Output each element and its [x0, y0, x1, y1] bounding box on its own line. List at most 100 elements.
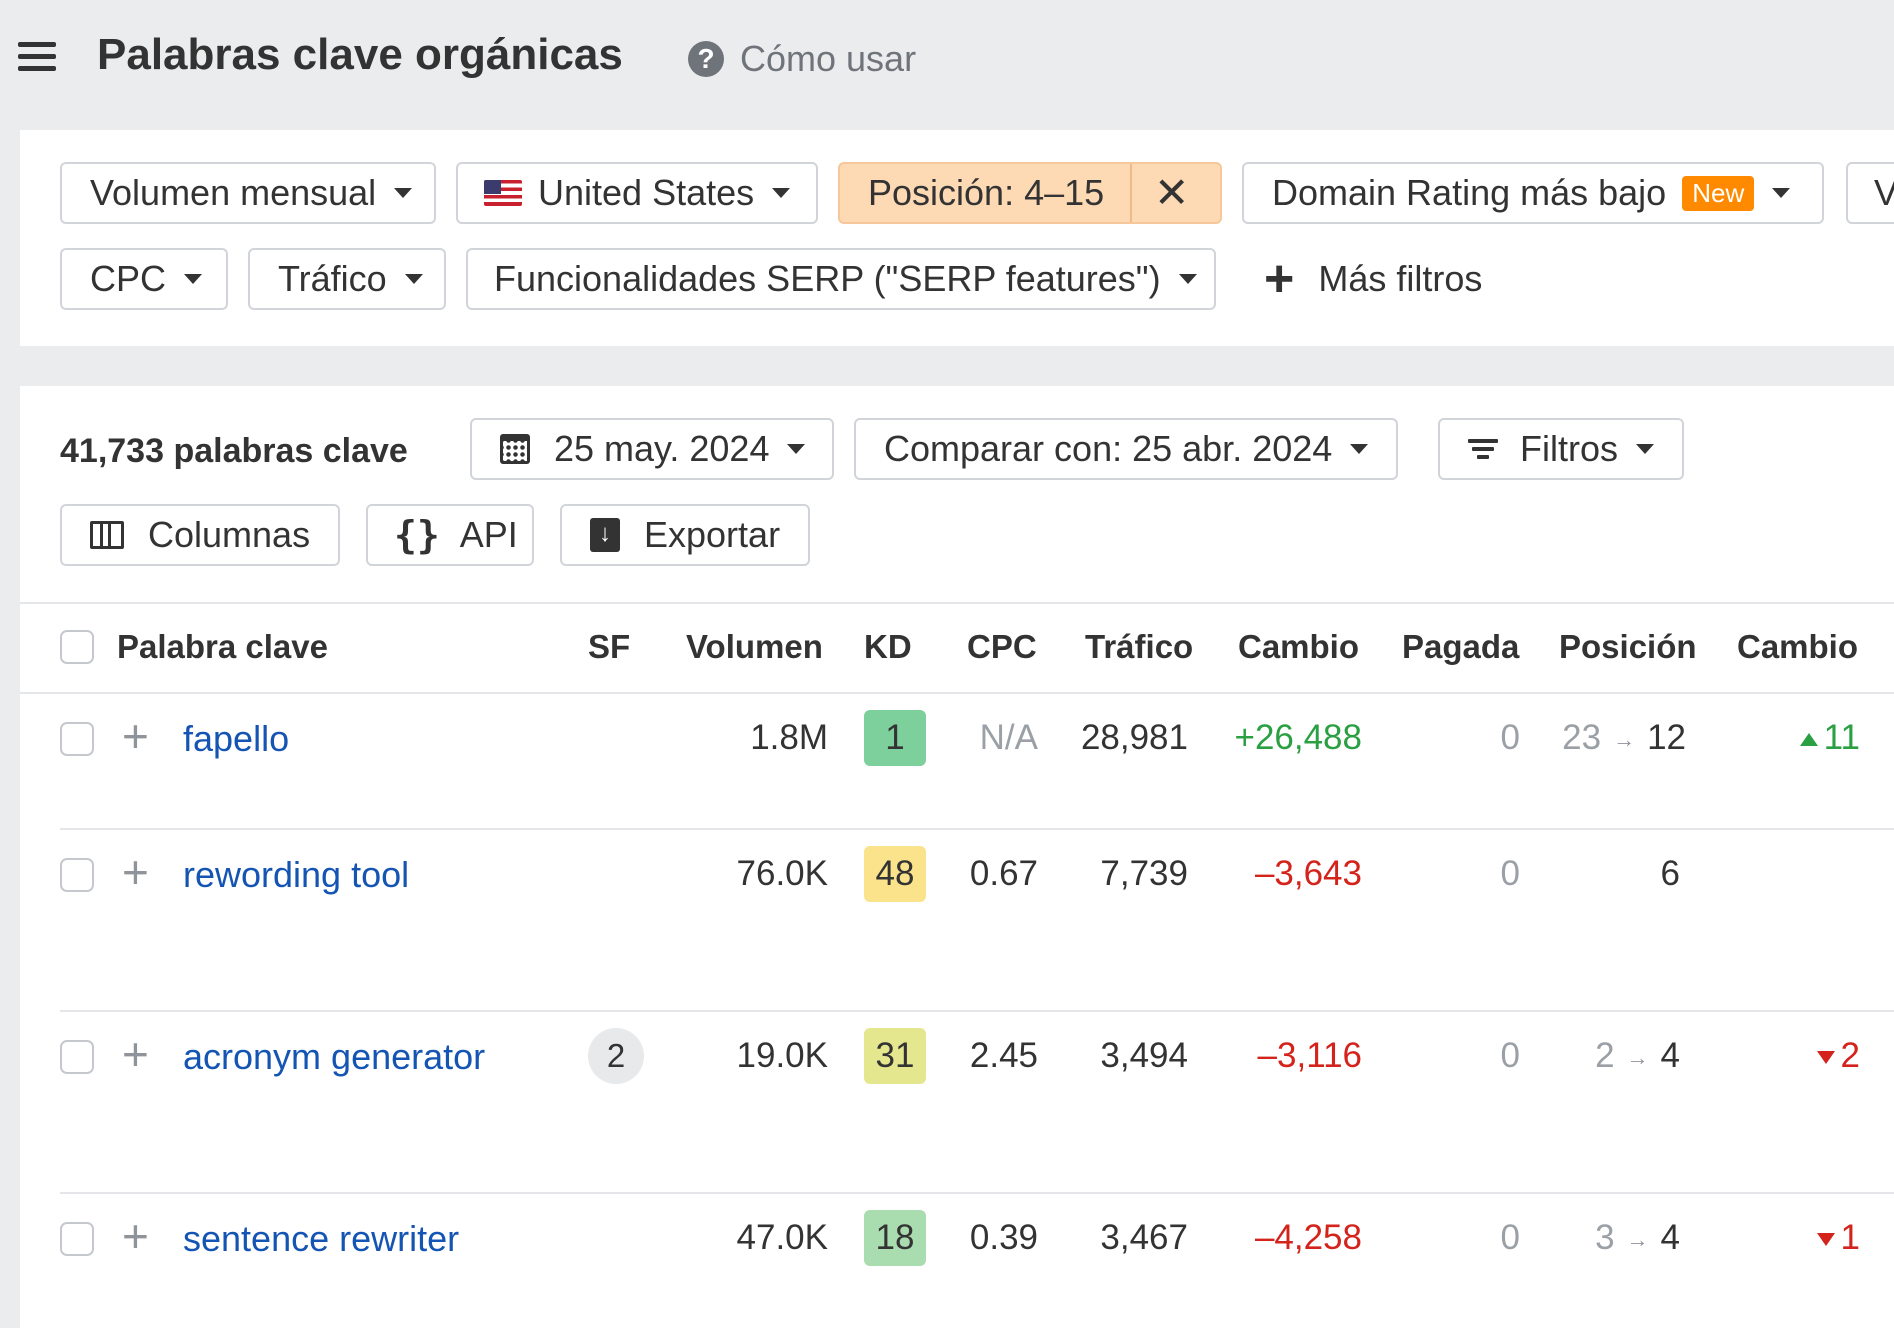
truncated-filter-dropdown[interactable]: Ve	[1846, 162, 1894, 224]
divider	[20, 602, 1894, 604]
chevron-down-icon	[184, 274, 203, 284]
add-to-list-icon[interactable]: +	[122, 846, 149, 898]
cpc-filter-label: CPC	[90, 258, 167, 299]
question-icon: ?	[688, 41, 724, 77]
paid-value: 0	[1500, 1036, 1520, 1075]
column-header-keyword[interactable]: Palabra clave	[117, 628, 328, 665]
cpc-value: N/A	[979, 718, 1038, 757]
triangle-up-icon	[1799, 733, 1818, 747]
help-link[interactable]: ? Cómo usar	[688, 38, 916, 80]
filter-panel: Volumen mensual United States Posición: …	[20, 130, 1894, 346]
export-label: Exportar	[644, 514, 781, 555]
chevron-down-icon	[772, 188, 791, 198]
top-bar: Palabras clave orgánicas ? Cómo usar	[0, 0, 1894, 118]
keyword-link[interactable]: acronym generator	[183, 1036, 486, 1077]
chevron-down-icon	[1350, 444, 1369, 454]
column-header-cpc[interactable]: CPC	[967, 628, 1037, 665]
filters-dropdown[interactable]: Filtros	[1438, 418, 1684, 480]
chevron-down-icon	[1772, 188, 1791, 198]
keyword-link[interactable]: sentence rewriter	[183, 1218, 460, 1259]
column-header-sf[interactable]: SF	[588, 628, 631, 665]
divider	[60, 1192, 1894, 1194]
column-header-traffic-change[interactable]: Cambio	[1238, 628, 1360, 665]
column-header-volume[interactable]: Volumen	[686, 628, 823, 665]
date-label: 25 may. 2024	[554, 428, 770, 469]
truncated-filter-label: Ve	[1874, 172, 1894, 213]
column-header-traffic[interactable]: Tráfico	[1085, 628, 1194, 665]
row-checkbox[interactable]	[60, 722, 94, 756]
more-filters-label: Más filtros	[1318, 258, 1483, 299]
kd-badge: 18	[864, 1210, 926, 1266]
cpc-value: 0.67	[969, 854, 1038, 893]
serp-features-badge[interactable]: 2	[588, 1028, 644, 1084]
previous-position: 2	[1595, 1036, 1615, 1075]
position-value: 6	[1540, 854, 1680, 894]
column-header-paid[interactable]: Pagada	[1402, 628, 1520, 665]
country-filter-dropdown[interactable]: United States	[456, 162, 818, 224]
chevron-down-icon	[404, 274, 423, 284]
previous-position: 23	[1562, 718, 1602, 757]
position-filter-label: Posición: 4–15	[868, 172, 1105, 213]
compare-date-dropdown[interactable]: Comparar con: 25 abr. 2024	[854, 418, 1398, 480]
volume-value: 47.0K	[736, 1218, 828, 1257]
current-position: 4	[1660, 1218, 1680, 1257]
close-icon[interactable]: ✕	[1154, 169, 1190, 216]
cpc-filter-dropdown[interactable]: CPC	[60, 248, 228, 310]
cpc-value: 2.45	[969, 1036, 1038, 1075]
braces-icon: {}	[394, 513, 440, 557]
serp-features-filter-dropdown[interactable]: Funcionalidades SERP ("SERP features")	[466, 248, 1216, 310]
traffic-value: 3,494	[1100, 1036, 1188, 1075]
arrow-right-icon: →	[1613, 726, 1636, 752]
volume-value: 19.0K	[736, 1036, 828, 1075]
country-filter-label: United States	[538, 172, 755, 213]
traffic-filter-dropdown[interactable]: Tráfico	[248, 248, 446, 310]
traffic-change-value: –4,258	[1254, 1218, 1362, 1257]
columns-label: Columnas	[148, 514, 311, 555]
position-value: 23 → 12	[1540, 718, 1686, 758]
divider	[60, 828, 1894, 830]
date-picker-dropdown[interactable]: 25 may. 2024	[470, 418, 834, 480]
volume-value: 1.8M	[750, 718, 828, 757]
filters-label: Filtros	[1520, 428, 1618, 469]
kd-badge: 31	[864, 1028, 926, 1084]
api-button[interactable]: {} API	[366, 504, 534, 566]
row-checkbox[interactable]	[60, 858, 94, 892]
volume-filter-dropdown[interactable]: Volumen mensual	[60, 162, 436, 224]
column-header-position-change[interactable]: Cambio	[1737, 628, 1859, 665]
add-to-list-icon[interactable]: +	[122, 710, 149, 762]
new-badge: New	[1682, 175, 1755, 211]
keyword-count: 41,733 palabras clave	[60, 432, 408, 470]
divider	[60, 1010, 1894, 1012]
menu-icon[interactable]	[18, 42, 56, 72]
domain-rating-filter-dropdown[interactable]: Domain Rating más bajo New	[1242, 162, 1824, 224]
position-change-number: 2	[1840, 1036, 1860, 1075]
traffic-value: 28,981	[1080, 718, 1188, 757]
traffic-change-value: –3,643	[1254, 854, 1362, 893]
keyword-link[interactable]: fapello	[183, 718, 290, 759]
export-button[interactable]: Exportar	[560, 504, 810, 566]
api-label: API	[459, 514, 518, 555]
add-to-list-icon[interactable]: +	[122, 1210, 149, 1262]
calendar-icon	[500, 434, 530, 464]
domain-rating-filter-label: Domain Rating más bajo	[1272, 172, 1667, 213]
triangle-down-icon	[1816, 1051, 1835, 1065]
plus-icon: +	[1264, 250, 1295, 308]
position-value: 2 → 4	[1540, 1036, 1680, 1076]
traffic-filter-label: Tráfico	[278, 258, 387, 299]
select-all-checkbox[interactable]	[60, 630, 94, 664]
column-header-position[interactable]: Posición	[1559, 628, 1697, 665]
row-checkbox[interactable]	[60, 1040, 94, 1074]
position-value: 3 → 4	[1540, 1218, 1680, 1258]
columns-button[interactable]: Columnas	[60, 504, 340, 566]
column-header-kd[interactable]: KD	[864, 628, 912, 665]
row-checkbox[interactable]	[60, 1222, 94, 1256]
position-change-number: 11	[1823, 718, 1860, 757]
chevron-down-icon	[1178, 274, 1197, 284]
more-filters-button[interactable]: + Más filtros	[1264, 250, 1483, 308]
keyword-link[interactable]: rewording tool	[183, 854, 410, 895]
columns-icon	[90, 521, 124, 549]
add-to-list-icon[interactable]: +	[122, 1028, 149, 1080]
position-change-number: 1	[1840, 1218, 1860, 1257]
position-filter-active[interactable]: Posición: 4–15 ✕	[838, 162, 1222, 224]
results-panel: 41,733 palabras clave 25 may. 2024 Compa…	[20, 386, 1894, 1328]
